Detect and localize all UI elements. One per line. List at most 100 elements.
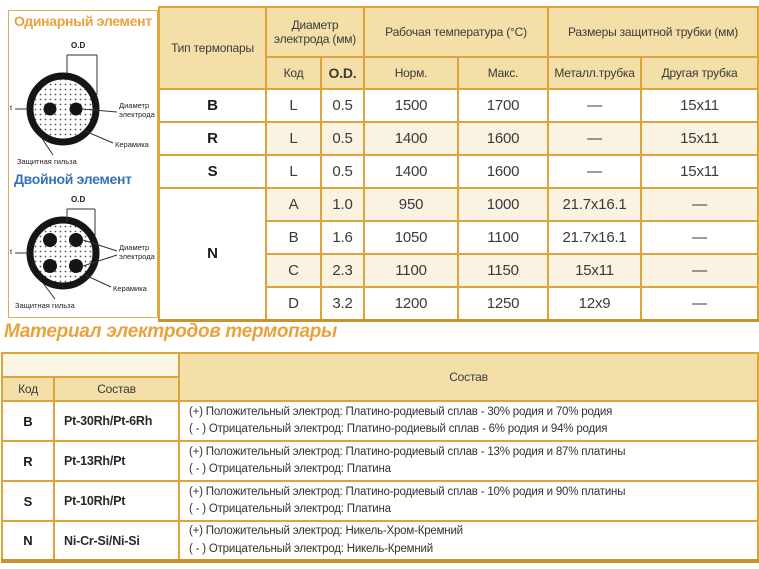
cell-metal: — xyxy=(547,88,643,123)
dimension-lines xyxy=(15,54,118,156)
thermocouple-spec-table: Тип термопары Диаметр электрода (мм) Раб… xyxy=(158,6,759,322)
header-electrode-diameter: Диаметр электрода (мм) xyxy=(264,6,366,58)
cell-max: 1000 xyxy=(457,187,550,222)
positive-electrode-line: (+) Положительный электрод: Платино-роди… xyxy=(189,405,613,418)
t-label: t xyxy=(10,247,13,256)
ceramic-label: Керамика xyxy=(113,284,147,293)
electrode-diameter-label: Диаметр электрода xyxy=(119,101,155,119)
table-row: N A 1.0 950 1000 21.7x16.1 — xyxy=(158,187,759,321)
sheath-label: Защитная гильза xyxy=(17,157,77,166)
cell-norm: 1500 xyxy=(363,88,460,123)
cell-other: 15x11 xyxy=(640,154,759,189)
electrode-dot xyxy=(69,102,83,116)
cell-other: — xyxy=(640,220,759,255)
table-row: D 3.2 1200 1250 12x9 — xyxy=(159,286,759,321)
cell-metal: — xyxy=(547,154,643,189)
double-element-title: Двойной элемент xyxy=(14,171,132,187)
cell-composition-detail: (+) Положительный электрод: Платино-роди… xyxy=(178,480,759,522)
header-code: Код xyxy=(1,376,55,402)
double-element-diagram: O.D t Диаметр электрода Керамика Защитна… xyxy=(9,195,159,319)
cell-type: R xyxy=(158,121,267,156)
electrode-dot xyxy=(43,233,57,247)
cell-norm: 1400 xyxy=(363,121,460,156)
cell-norm: 1400 xyxy=(363,154,460,189)
table-row: N Ni-Cr-Si/Ni-Si (+) Положительный элект… xyxy=(1,520,759,562)
electrode-material-table: Состав Код Состав B Pt-30Rh/Pt-6Rh (+) П… xyxy=(1,352,759,563)
table-row: B Pt-30Rh/Pt-6Rh (+) Положительный элект… xyxy=(1,400,759,442)
cell-other: 15x11 xyxy=(640,121,759,156)
positive-electrode-line: (+) Положительный электрод: Никель-Хром-… xyxy=(189,525,463,538)
header-norm: Норм. xyxy=(363,56,460,90)
header-blank xyxy=(1,352,180,378)
ceramic-label: Керамика xyxy=(115,140,149,149)
cell-metal: 21.7x16.1 xyxy=(547,187,643,222)
electrode-dot xyxy=(69,259,83,273)
cell-composition: Pt-13Rh/Pt xyxy=(53,440,180,482)
single-element-title: Одинарный элемент xyxy=(14,13,152,29)
cell-norm: 950 xyxy=(363,187,460,222)
cell-other: 15x11 xyxy=(640,88,759,123)
cell-od: 1.0 xyxy=(319,187,366,222)
table-row: B L 0.5 1500 1700 — 15x11 xyxy=(158,88,759,123)
sheath-ring xyxy=(26,72,100,146)
table-row: R L 0.5 1400 1600 — 15x11 xyxy=(158,121,759,156)
cell-max: 1600 xyxy=(457,121,550,156)
cell-od: 0.5 xyxy=(319,154,366,189)
electrode-dot xyxy=(43,102,57,116)
positive-electrode-line: (+) Положительный электрод: Платино-роди… xyxy=(189,445,626,458)
header-composition: Состав xyxy=(53,376,180,402)
cell-code: B xyxy=(265,220,322,255)
sheath-label: Защитная гильза xyxy=(15,301,75,310)
cell-max: 1250 xyxy=(457,286,550,321)
cell-norm: 1050 xyxy=(363,220,460,255)
cell-other: — xyxy=(640,253,759,288)
cell-code: L xyxy=(265,88,322,123)
cell-od: 1.6 xyxy=(319,220,366,255)
cell-other: — xyxy=(640,187,759,222)
cell-code: B xyxy=(1,400,55,442)
header-max: Макс. xyxy=(457,56,550,90)
cell-max: 1700 xyxy=(457,88,550,123)
section-heading: Материал электродов термопары xyxy=(4,321,337,342)
od-label: O.D xyxy=(71,195,86,204)
cell-type: S xyxy=(158,154,267,189)
cell-code: L xyxy=(265,154,322,189)
header-od: O.D. xyxy=(319,56,366,90)
double-element-drawing xyxy=(15,208,118,300)
negative-electrode-line: ( - ) Отрицательный электрод: Никель-Кре… xyxy=(189,542,433,555)
negative-electrode-line: ( - ) Отрицательный электрод: Платина xyxy=(189,463,391,475)
cell-code: A xyxy=(265,187,322,222)
header-code: Код xyxy=(265,56,322,90)
cell-code: S xyxy=(1,480,55,522)
table-row: B 1.6 1050 1100 21.7x16.1 — xyxy=(159,220,759,255)
cell-max: 1600 xyxy=(457,154,550,189)
cell-code: L xyxy=(265,121,322,156)
cell-code: N xyxy=(1,520,55,562)
sheath-ring xyxy=(26,216,100,290)
cell-od: 0.5 xyxy=(319,121,366,156)
cell-metal: 15x11 xyxy=(547,253,643,288)
cell-max: 1150 xyxy=(457,253,550,288)
single-element-diagram: O.D t Диаметр электрода Керамика Защитна… xyxy=(9,33,159,171)
header-tube-sizes: Размеры защитной трубки (мм) xyxy=(547,6,759,58)
cell-composition: Pt-30Rh/Pt-6Rh xyxy=(53,400,180,442)
cell-od: 2.3 xyxy=(319,253,366,288)
header-other-tube: Другая трубка xyxy=(640,56,759,90)
electrode-diameter-label: Диаметр электрода xyxy=(119,243,155,261)
dimension-lines xyxy=(15,208,118,300)
cell-code: D xyxy=(265,286,322,321)
positive-electrode-line: (+) Положительный электрод: Платино-роди… xyxy=(189,485,626,498)
electrode-dot xyxy=(69,233,83,247)
t-label: t xyxy=(10,103,13,112)
cell-code: R xyxy=(1,440,55,482)
element-diagram-panel: Одинарный элемент xyxy=(8,10,158,318)
cell-composition-detail: (+) Положительный электрод: Никель-Хром-… xyxy=(178,520,759,562)
cell-code: C xyxy=(265,253,322,288)
cell-type: B xyxy=(158,88,267,123)
table-row: C 2.3 1100 1150 15x11 — xyxy=(159,253,759,288)
negative-electrode-line: ( - ) Отрицательный электрод: Платино-ро… xyxy=(189,423,608,435)
od-label: O.D xyxy=(71,41,86,50)
header-metal-tube: Металл.трубка xyxy=(547,56,643,90)
header-type: Тип термопары xyxy=(158,6,267,90)
